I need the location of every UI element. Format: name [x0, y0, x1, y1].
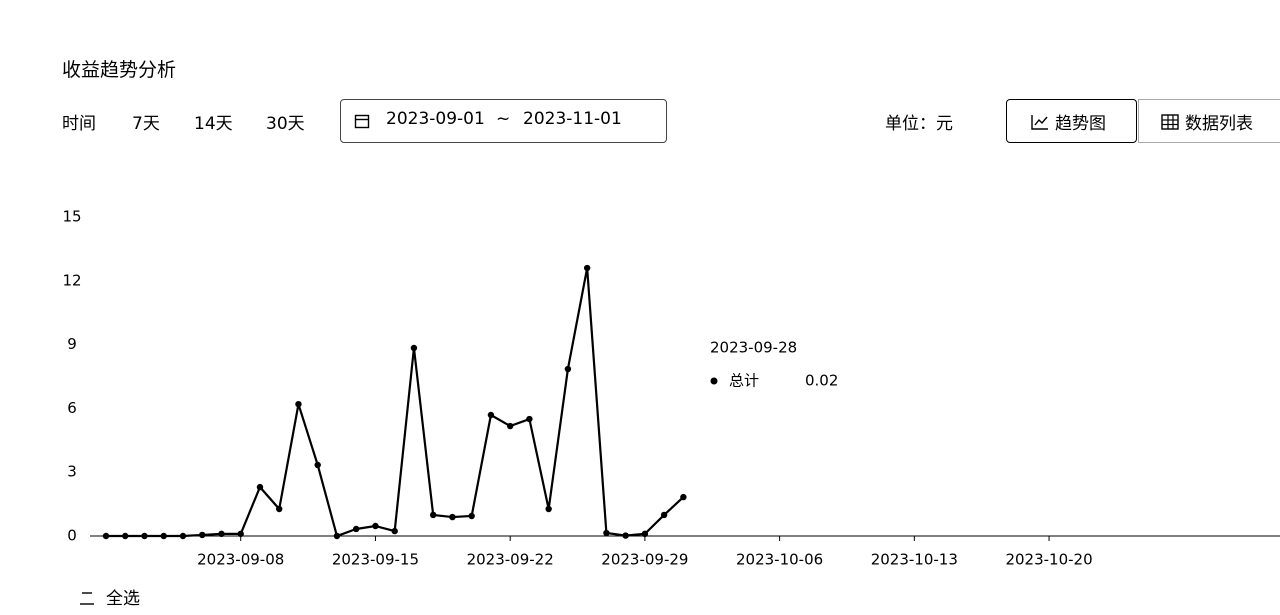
line [106, 267, 685, 538]
point [526, 415, 533, 423]
view-label: 数据列表 [1185, 114, 1253, 134]
date-separator: ~ [496, 109, 511, 129]
point [583, 264, 591, 272]
point [333, 532, 341, 540]
y-tick-label: 15 [62, 208, 81, 226]
tooltip-date: 2023-09-28 [710, 339, 797, 357]
legend-icon [80, 592, 94, 605]
point [199, 531, 206, 539]
point [256, 483, 264, 491]
point [352, 525, 360, 533]
point [545, 505, 552, 513]
point [122, 532, 129, 540]
point [295, 400, 302, 408]
view-button[interactable]: 趋势图 [1006, 99, 1137, 143]
point [506, 422, 514, 430]
y-tick-label: 3 [67, 463, 77, 481]
point [449, 513, 456, 521]
point [641, 530, 649, 538]
x-tick-label: 2023-09-15 [332, 551, 419, 569]
point [680, 493, 687, 501]
tooltip-marker [710, 377, 718, 385]
point [102, 532, 110, 540]
point [564, 365, 572, 373]
preset[interactable]: 14天 [194, 114, 233, 134]
point [276, 505, 283, 513]
trend-icon [1031, 115, 1048, 130]
x-tick-label: 2023-09-08 [197, 551, 284, 569]
point [218, 530, 225, 538]
point [141, 532, 148, 540]
point [314, 461, 321, 469]
point [487, 411, 495, 419]
point [237, 530, 244, 538]
tooltip-value: 0.02 [805, 372, 838, 390]
view-button[interactable]: 数据列表 [1138, 99, 1280, 143]
point [410, 344, 418, 352]
table-icon [1161, 114, 1179, 130]
y-tick-label: 12 [62, 271, 81, 289]
page-title: 收益趋势分析 [62, 59, 177, 81]
point [429, 511, 437, 519]
unit-label-text: 单位： [885, 114, 936, 134]
x-tick-label: 2023-09-22 [467, 551, 554, 569]
preset[interactable]: 30天 [266, 114, 305, 134]
x-tick-label: 2023-10-06 [736, 551, 823, 569]
legend-toggle[interactable]: 全选 [106, 589, 140, 609]
calendar-icon [354, 114, 370, 129]
view-label: 趋势图 [1055, 114, 1106, 134]
point [468, 512, 475, 520]
point [603, 529, 610, 537]
time-label: 时间 [62, 114, 96, 134]
point [622, 532, 629, 539]
x-tick-label: 2023-10-13 [871, 551, 958, 569]
x-tick-label: 2023-09-29 [601, 551, 688, 569]
preset[interactable]: 7天 [132, 114, 160, 134]
point [372, 522, 379, 530]
unit: 元 [936, 114, 953, 134]
point [660, 511, 668, 519]
tooltip-series: 总计 [729, 372, 759, 390]
y-tick-label: 6 [67, 399, 77, 417]
point [179, 532, 187, 540]
date-end: 2023-11-01 [523, 109, 622, 129]
date-start: 2023-09-01 [386, 109, 485, 129]
point [391, 527, 398, 535]
y-tick-label: 0 [67, 527, 77, 545]
x-tick-label: 2023-10-20 [1005, 551, 1092, 569]
unit-label: 单位：元 [885, 109, 953, 134]
y-tick-label: 9 [67, 335, 77, 353]
point [160, 532, 167, 540]
date-range[interactable]: 2023-09-01 ~ 2023-11-01 [340, 99, 667, 143]
